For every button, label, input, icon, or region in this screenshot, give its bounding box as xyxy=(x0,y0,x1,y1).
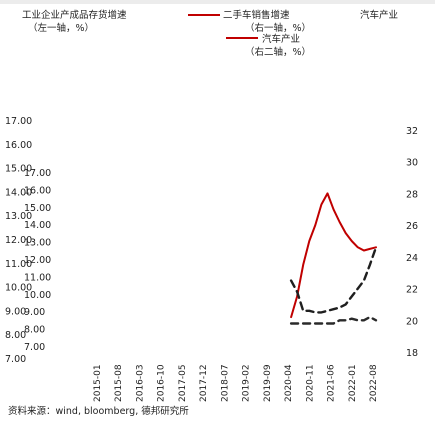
left-axis-2-tick-label: 10.00 xyxy=(24,290,51,301)
right-axis-tick-label: 26 xyxy=(406,221,418,232)
x-axis-tick-label: 2018-07 xyxy=(220,364,230,402)
legend-series1-label: 工业企业产成品存货增速 xyxy=(22,10,127,21)
right-axis-tick-label: 22 xyxy=(406,285,418,296)
left-axis-1-tick-label: 16.00 xyxy=(5,140,32,151)
x-axis-tick-label: 2019-02 xyxy=(242,364,252,402)
x-axis-tick-label: 2017-12 xyxy=(199,364,209,402)
x-axis-tick-label: 2020-11 xyxy=(305,364,315,402)
x-axis-tick-label: 2020-04 xyxy=(284,364,294,402)
left-axis-2-tick-label: 16.00 xyxy=(24,185,51,196)
left-axis-2-tick-label: 7.00 xyxy=(24,342,45,353)
x-axis-tick-label: 2017-05 xyxy=(178,364,188,402)
right-axis-tick-label: 30 xyxy=(406,158,418,169)
left-axis-1-tick-label: 17.00 xyxy=(5,116,32,127)
left-axis-2-tick-label: 11.00 xyxy=(24,272,51,283)
top-strip xyxy=(0,0,435,4)
x-axis-tick-label: 2019-09 xyxy=(263,364,273,402)
x-axis-tick-label: 2022-01 xyxy=(348,364,358,402)
legend-series3-swatch xyxy=(226,37,258,39)
x-axis-tick-label: 2016-10 xyxy=(157,364,167,402)
left-axis-1-tick-label: 15.00 xyxy=(5,164,32,175)
left-axis-2-tick-label: 8.00 xyxy=(24,325,45,336)
legend-series1-unit: （左一轴，%） xyxy=(28,23,95,34)
x-axis-tick-label: 2015-08 xyxy=(114,364,124,402)
left-axis-1-tick-label: 11.00 xyxy=(5,259,32,270)
right-axis-tick-label: 24 xyxy=(406,253,418,264)
x-axis-tick-label: 2015-01 xyxy=(93,364,103,402)
left-axis-1-tick-label: 13.00 xyxy=(5,211,32,222)
legend-series2-swatch xyxy=(188,14,220,16)
left-axis-2-tick-label: 17.00 xyxy=(24,168,51,179)
x-axis-tick-label: 2022-08 xyxy=(369,364,379,402)
x-axis-tick-label: 2021-06 xyxy=(327,364,337,402)
chart-source-footer: 资料来源：wind, bloomberg, 德邦研究所 xyxy=(8,406,189,417)
left-axis-2-tick-label: 12.00 xyxy=(24,255,51,266)
legend-series3-label: 汽车产业 xyxy=(360,10,399,21)
legend: 工业企业产成品存货增速 二手车销售增速 汽车产业 （左一轴，%） （右一轴，%）… xyxy=(0,4,435,62)
legend-series2-label: 二手车销售增速 xyxy=(223,10,290,21)
left-axis-1-tick-label: 9.00 xyxy=(5,306,26,317)
series-line-1 xyxy=(290,192,377,319)
left-axis-2-tick-label: 9.00 xyxy=(24,307,45,318)
left-axis-2-tick-label: 13.00 xyxy=(24,238,51,249)
right-axis-tick-label: 20 xyxy=(406,316,418,327)
left-axis-1-tick-label: 12.00 xyxy=(5,235,32,246)
legend-series3-unit: （右二轴，%） xyxy=(245,47,312,58)
series-line-3 xyxy=(289,246,378,314)
left-axis-2-tick-label: 15.00 xyxy=(24,203,51,214)
left-axis-1-tick-label: 8.00 xyxy=(5,330,26,341)
right-axis-tick-label: 28 xyxy=(406,189,418,200)
series-line-2 xyxy=(289,315,378,325)
x-axis-tick-label: 2016-03 xyxy=(135,364,145,402)
left-axis-2-tick-label: 14.00 xyxy=(24,220,51,231)
legend-series2-unit: （右一轴，%） xyxy=(245,23,312,34)
legend-series3-label-2: 汽车产业 xyxy=(262,34,301,45)
right-axis-tick-label: 18 xyxy=(406,348,418,359)
right-axis-tick-label: 32 xyxy=(406,126,418,137)
left-axis-1-tick-label: 7.00 xyxy=(5,354,26,365)
left-axis-1-tick-label: 10.00 xyxy=(5,283,32,294)
left-axis-1-tick-label: 14.00 xyxy=(5,187,32,198)
